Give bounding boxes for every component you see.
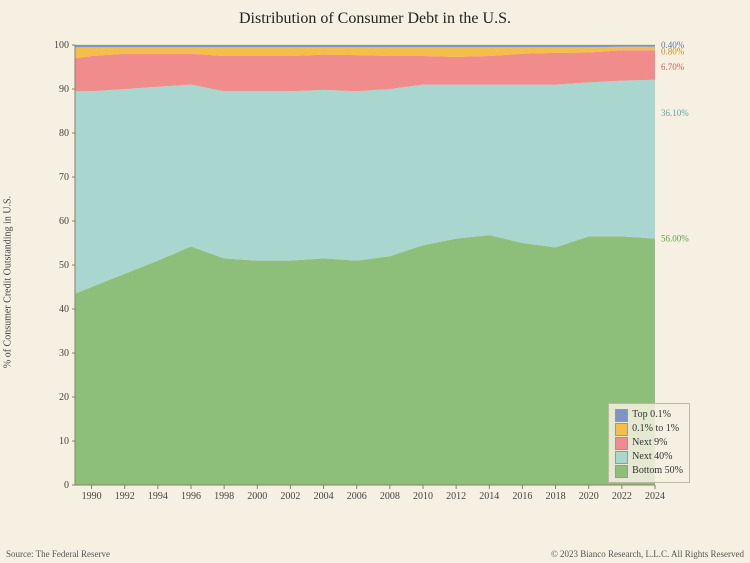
svg-text:2008: 2008 <box>380 491 400 502</box>
svg-text:0: 0 <box>64 480 69 491</box>
svg-text:90: 90 <box>59 84 69 95</box>
source-text: Source: The Federal Reserve <box>6 549 110 559</box>
svg-text:2000: 2000 <box>247 491 267 502</box>
legend-label: Top 0.1% <box>632 408 671 422</box>
svg-text:2022: 2022 <box>612 491 632 502</box>
svg-text:1992: 1992 <box>115 491 135 502</box>
svg-text:2020: 2020 <box>579 491 599 502</box>
legend-item: Bottom 50% <box>615 464 683 478</box>
svg-text:2012: 2012 <box>446 491 466 502</box>
legend-label: Bottom 50% <box>632 464 683 478</box>
svg-text:1998: 1998 <box>214 491 234 502</box>
svg-text:30: 30 <box>59 348 69 359</box>
svg-text:2010: 2010 <box>413 491 433 502</box>
svg-text:20: 20 <box>59 392 69 403</box>
copyright-text: © 2023 Bianco Research, L.L.C. All Right… <box>551 549 744 559</box>
svg-text:2016: 2016 <box>512 491 532 502</box>
svg-text:10: 10 <box>59 436 69 447</box>
svg-text:80: 80 <box>59 128 69 139</box>
legend-label: Next 9% <box>632 436 667 450</box>
svg-text:2018: 2018 <box>546 491 566 502</box>
svg-text:0.80%: 0.80% <box>661 47 685 57</box>
legend-item: Next 40% <box>615 450 683 464</box>
svg-text:2006: 2006 <box>347 491 367 502</box>
legend-item: Top 0.1% <box>615 408 683 422</box>
legend-item: Next 9% <box>615 436 683 450</box>
legend-swatch <box>615 437 628 450</box>
svg-text:40: 40 <box>59 304 69 315</box>
chart-svg: 0 10 20 30 40 50 60 70 80 90 100 1990 1992 1994 1996 19… <box>45 40 705 510</box>
svg-text:56.00%: 56.00% <box>661 234 689 244</box>
legend-swatch <box>615 409 628 422</box>
chart-area: 0 10 20 30 40 50 60 70 80 90 100 1990 1992 1994 1996 19… <box>45 40 705 510</box>
legend-label: 0.1% to 1% <box>632 422 679 436</box>
svg-text:2014: 2014 <box>479 491 499 502</box>
legend-swatch <box>615 465 628 478</box>
legend: Top 0.1% 0.1% to 1% Next 9% Next 40% Bot… <box>608 403 690 483</box>
svg-text:70: 70 <box>59 172 69 183</box>
legend-swatch <box>615 423 628 436</box>
y-axis-label: % of Consumer Credit Outstanding in U.S. <box>3 195 14 367</box>
legend-label: Next 40% <box>632 450 672 464</box>
svg-text:2002: 2002 <box>280 491 300 502</box>
chart-title: Distribution of Consumer Debt in the U.S… <box>0 0 750 28</box>
svg-text:100: 100 <box>54 40 69 51</box>
svg-text:2004: 2004 <box>314 491 334 502</box>
svg-text:2024: 2024 <box>645 491 665 502</box>
svg-text:36.10%: 36.10% <box>661 108 689 118</box>
svg-text:60: 60 <box>59 216 69 227</box>
legend-swatch <box>615 451 628 464</box>
svg-text:1994: 1994 <box>148 491 168 502</box>
legend-item: 0.1% to 1% <box>615 422 683 436</box>
svg-text:1990: 1990 <box>82 491 102 502</box>
svg-text:6.70%: 6.70% <box>661 62 685 72</box>
svg-text:1996: 1996 <box>181 491 201 502</box>
svg-text:50: 50 <box>59 260 69 271</box>
